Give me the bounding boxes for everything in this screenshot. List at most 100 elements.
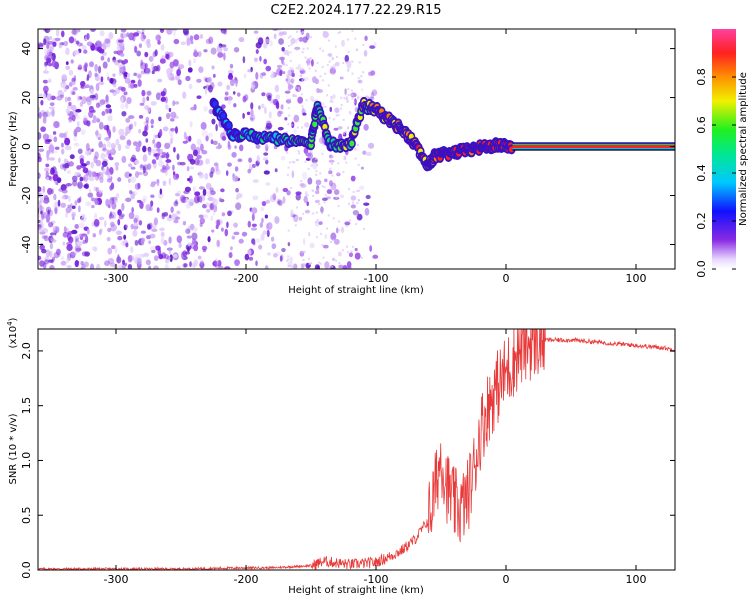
noise-speckle [84,68,88,72]
noise-speckle [199,222,203,227]
noise-speckle [61,73,68,82]
noise-speckle [141,89,146,97]
noise-speckle [128,115,135,120]
noise-speckle [309,57,312,60]
noise-speckle [272,253,278,258]
noise-speckle [289,98,292,101]
noise-speckle [130,223,134,230]
noise-speckle [351,72,354,75]
noise-speckle [271,70,275,79]
noise-speckle [287,242,291,247]
noise-speckle [362,227,365,230]
noise-speckle [94,72,98,77]
noise-speckle [362,43,365,46]
noise-speckle [317,127,320,130]
noise-speckle [291,69,294,72]
noise-speckle [173,146,176,153]
noise-speckle [326,227,329,230]
noise-speckle [347,100,350,103]
noise-speckle [340,76,343,79]
noise-speckle [76,95,80,102]
noise-speckle [304,209,311,214]
noise-speckle [209,171,214,178]
noise-speckle [70,202,73,211]
noise-speckle [256,36,259,41]
noise-speckle [296,30,299,33]
noise-speckle [201,130,208,137]
noise-speckle [53,136,58,143]
noise-speckle [153,255,159,262]
noise-speckle [73,38,77,42]
noise-speckle [356,48,359,51]
spectrogram-image [38,29,675,269]
noise-speckle [261,72,267,77]
noise-speckle [190,106,196,111]
noise-speckle [186,166,190,172]
noise-speckle [47,41,54,45]
noise-speckle [287,258,290,261]
noise-speckle [261,92,266,97]
noise-speckle [344,88,347,96]
noise-speckle [125,117,131,123]
noise-speckle [83,184,89,189]
noise-speckle [301,105,304,108]
noise-speckle [92,233,97,238]
x-tick-label: -100 [364,573,389,586]
noise-speckle [346,245,349,248]
noise-speckle [46,93,52,101]
noise-speckle [77,64,83,71]
noise-speckle [150,148,157,154]
noise-speckle [346,251,349,254]
noise-speckle [82,176,86,181]
noise-speckle [151,62,155,71]
colorbar-ticks: 0.0 0.2 0.4 0.6 0.8 [695,68,736,278]
noise-speckle [146,107,151,113]
noise-speckle [238,238,244,244]
noise-speckle [223,47,229,52]
noise-speckle [133,83,138,88]
noise-speckle [149,245,157,252]
noise-speckle [288,84,294,89]
noise-speckle [326,94,329,97]
noise-speckle [190,143,197,151]
noise-speckle [357,163,360,166]
noise-speckle [243,73,247,79]
noise-speckle [38,111,42,119]
noise-speckle [114,199,119,204]
y-tick-label: 20 [20,91,33,105]
noise-speckle [98,229,102,236]
noise-speckle [90,161,95,169]
noise-speckle [165,151,170,160]
noise-speckle [174,192,181,197]
x-tick-label: -300 [104,573,129,586]
noise-speckle [264,38,270,44]
noise-speckle [355,214,358,217]
noise-speckle [247,69,253,73]
noise-speckle [252,241,256,246]
noise-speckle [189,223,195,231]
noise-speckle [147,147,152,156]
noise-speckle [334,61,340,67]
noise-speckle [81,251,88,257]
noise-speckle [232,175,239,182]
noise-speckle [204,172,209,180]
noise-speckle [307,167,310,170]
noise-speckle [193,49,197,55]
noise-speckle [347,69,350,72]
noise-speckle [142,145,147,153]
noise-speckle [360,166,365,170]
noise-speckle [142,166,146,174]
noise-speckle [159,58,166,64]
noise-speckle [312,76,317,84]
noise-speckle [158,156,163,162]
noise-speckle [161,152,167,156]
noise-speckle [74,114,80,120]
noise-speckle [126,72,131,79]
noise-speckle [277,29,281,32]
noise-speckle [277,126,284,131]
noise-speckle [330,186,335,191]
noise-speckle [312,99,315,102]
noise-speckle [162,180,167,186]
noise-speckle [200,122,207,130]
noise-speckle [235,202,242,210]
